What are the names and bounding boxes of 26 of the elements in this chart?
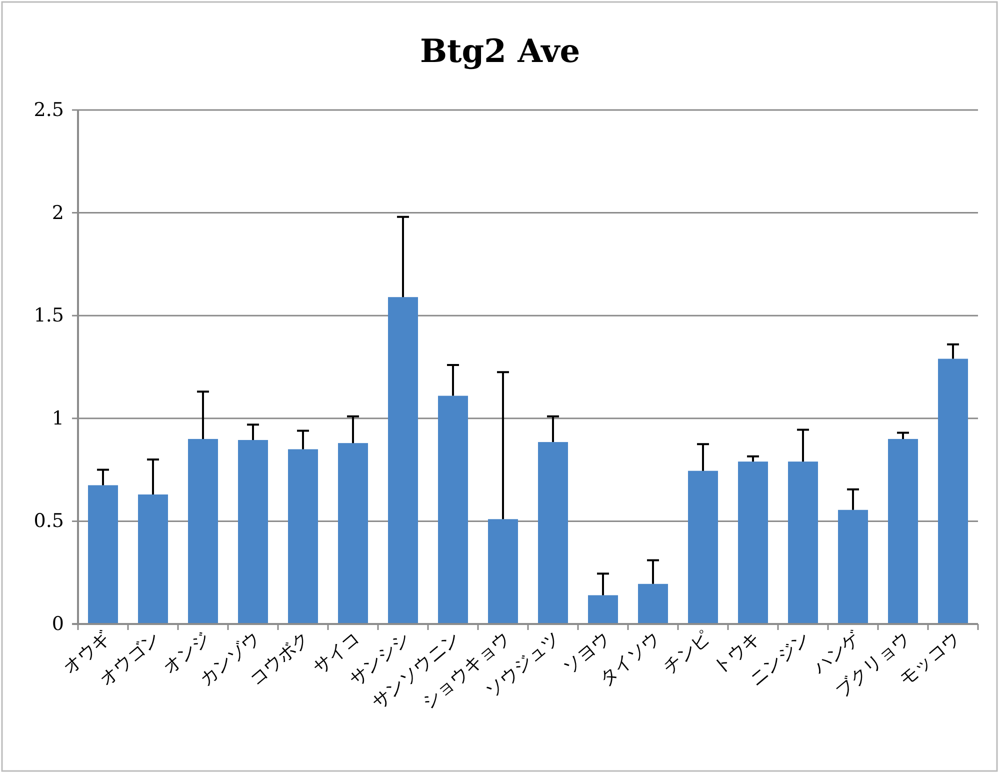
bar <box>638 584 668 624</box>
bar <box>338 443 368 624</box>
bar <box>88 485 118 624</box>
y-tick-label: 0 <box>52 613 64 635</box>
bar <box>238 440 268 624</box>
bar <box>188 438 218 624</box>
bar <box>738 462 768 624</box>
x-tick-label: チンピ <box>659 628 714 679</box>
y-tick-label: 2.5 <box>34 99 64 121</box>
y-tick-label: 1 <box>52 407 64 430</box>
chart-title: Btg2 Ave <box>420 32 580 70</box>
bar <box>888 438 918 624</box>
y-tick-label: 2 <box>52 202 64 224</box>
bar <box>838 510 868 624</box>
bar <box>438 396 468 624</box>
bar <box>588 595 618 624</box>
y-tick-label: 0.5 <box>34 510 64 532</box>
bar <box>388 297 418 624</box>
bar <box>788 462 818 624</box>
y-tick-label: 1.5 <box>34 304 64 327</box>
bar <box>488 519 518 624</box>
bar <box>688 470 718 624</box>
bar <box>538 442 568 624</box>
bar <box>138 494 168 624</box>
bar <box>938 358 968 624</box>
bar <box>288 449 318 624</box>
